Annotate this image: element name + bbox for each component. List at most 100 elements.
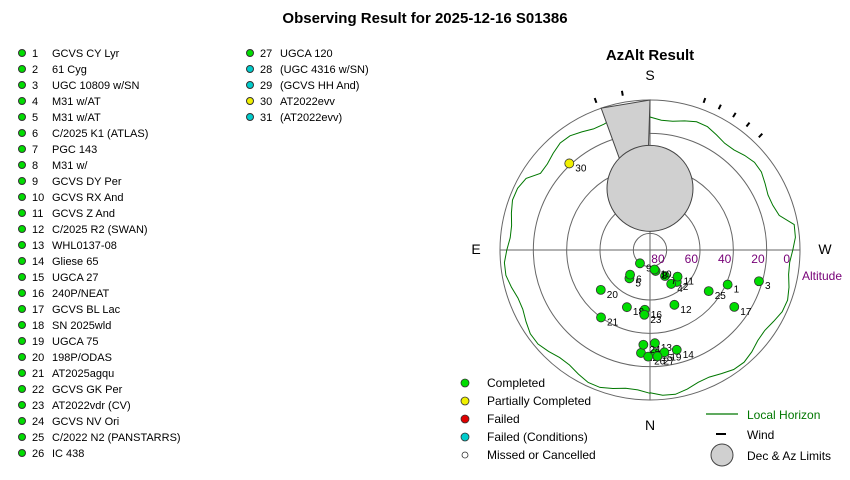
- compass-east: E: [471, 241, 480, 257]
- target-name: (UGC 4316 w/SN): [280, 64, 369, 76]
- target-point-label: 19: [670, 352, 682, 363]
- target-name: Gliese 65: [52, 256, 99, 268]
- target-name: M31 w/AT: [52, 96, 101, 108]
- target-name: UGCA 27: [52, 272, 99, 284]
- target-point-label: 18: [633, 307, 645, 318]
- target-point: [729, 301, 740, 312]
- target-name: C/2022 N2 (PANSTARRS): [52, 432, 181, 444]
- target-name: GCVS NV Ori: [52, 416, 120, 428]
- altitude-axis-label: Altitude: [802, 269, 842, 283]
- target-point-label: 1: [734, 285, 740, 296]
- legend-status-label: Completed: [487, 376, 545, 390]
- status-dot-icon: [18, 209, 26, 217]
- status-dot-icon: [18, 193, 26, 201]
- target-point-label: 25: [715, 291, 727, 302]
- target-point: [596, 312, 606, 323]
- target-number: 31: [260, 112, 273, 124]
- target-point-label: 4: [677, 284, 683, 295]
- target-name: SN 2025wld: [52, 320, 112, 332]
- target-name: GCVS GK Per: [52, 384, 123, 396]
- wind-mark: [702, 97, 707, 104]
- status-dot-icon: [18, 177, 26, 185]
- target-point-label: 8: [662, 271, 668, 282]
- legend-status-dot-icon: [460, 396, 470, 406]
- target-point: [635, 258, 645, 269]
- target-point-label: 17: [740, 307, 752, 318]
- target-point: [625, 269, 635, 280]
- target-point: [643, 351, 654, 362]
- target-number: 3: [32, 80, 39, 92]
- target-name: WHL0137-08: [52, 240, 117, 252]
- target-number: 22: [32, 384, 45, 396]
- limits-swatch: [710, 443, 734, 467]
- wind-marks: [593, 90, 764, 138]
- target-number: 12: [32, 224, 45, 236]
- target-point-label: 10: [660, 269, 672, 280]
- target-name: C/2025 K1 (ATLAS): [52, 128, 149, 140]
- target-name: GCVS Z And: [52, 208, 115, 220]
- target-name: GCVS DY Per: [52, 176, 122, 188]
- status-dot-icon: [18, 145, 26, 153]
- target-point: [660, 271, 670, 281]
- target-number: 11: [32, 208, 44, 220]
- target-number: 4: [32, 96, 39, 108]
- target-point: [638, 339, 649, 350]
- target-name: AT2022vdr (CV): [52, 400, 131, 412]
- status-dot-icon: [18, 97, 26, 105]
- target-point-label: 23: [650, 315, 662, 326]
- legend-status-dot-icon: [461, 451, 469, 459]
- target-point-label: 14: [683, 350, 695, 361]
- target-name: 61 Cyg: [52, 64, 87, 76]
- target-point: [639, 309, 650, 320]
- target-number: 26: [32, 448, 45, 460]
- wind-mark: [732, 112, 737, 118]
- target-name: UGCA 120: [280, 48, 333, 60]
- target-number: 18: [32, 320, 45, 332]
- target-name: GCVS RX And: [52, 192, 124, 204]
- status-dot-icon: [18, 289, 26, 297]
- legend-limits: Dec & Az Limits: [747, 449, 831, 463]
- target-number: 10: [32, 192, 45, 204]
- target-point: [649, 264, 660, 275]
- target-number: 30: [260, 96, 273, 108]
- local-horizon-line: [503, 103, 796, 396]
- dec-limit-cap: [606, 144, 694, 232]
- status-dot-icon: [18, 433, 26, 441]
- status-dot-icon: [18, 161, 26, 169]
- target-name: 198P/ODAS: [52, 352, 112, 364]
- target-point: [669, 299, 680, 310]
- status-dot-icon: [18, 353, 26, 361]
- target-point: [564, 158, 575, 169]
- target-points: 1234567891011121314151617181920212223242…: [564, 158, 771, 368]
- target-number: 17: [32, 304, 45, 316]
- target-name: AT2022evv: [280, 96, 335, 108]
- target-name: AT2025agqu: [52, 368, 115, 380]
- target-point: [703, 286, 714, 297]
- target-name: M31 w/AT: [52, 112, 101, 124]
- legend-status-dot-icon: [460, 432, 470, 442]
- target-number: 6: [32, 128, 39, 140]
- legend-status-label: Failed (Conditions): [487, 430, 588, 444]
- legend-status-dot-icon: [460, 414, 470, 424]
- status-dot-icon: [18, 257, 26, 265]
- status-dot-icon: [18, 129, 26, 137]
- target-name: M31 w/: [52, 160, 88, 172]
- target-number: 21: [32, 368, 45, 380]
- target-point-label: 2: [683, 282, 689, 293]
- target-name: IC 438: [52, 448, 85, 460]
- status-dot-icon: [18, 81, 26, 89]
- target-name: 240P/NEAT: [52, 288, 110, 300]
- wind-mark: [745, 121, 751, 128]
- status-dot-icon: [18, 273, 26, 281]
- target-point: [621, 302, 632, 313]
- target-name: (GCVS HH And): [280, 80, 360, 92]
- status-dot-icon: [246, 65, 254, 73]
- target-name: C/2025 R2 (SWAN): [52, 224, 148, 236]
- target-point: [722, 279, 733, 290]
- target-number: 29: [260, 80, 273, 92]
- azalt-title: AzAlt Result: [606, 47, 694, 64]
- compass-north: N: [645, 417, 655, 433]
- ring-label: 20: [751, 252, 765, 266]
- legend-wind: Wind: [747, 428, 774, 442]
- status-dot-icon: [18, 321, 26, 329]
